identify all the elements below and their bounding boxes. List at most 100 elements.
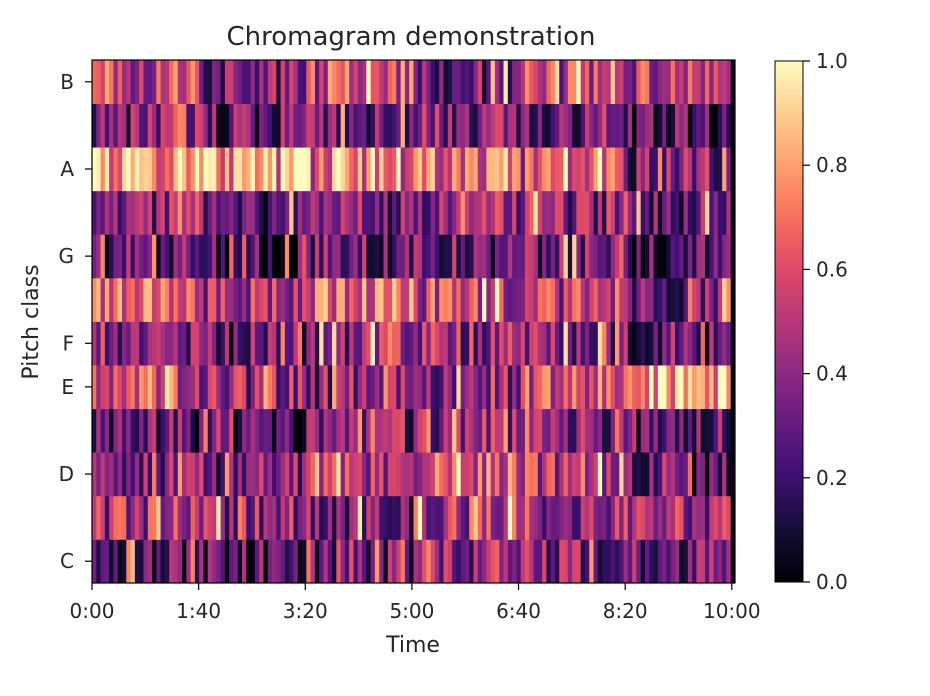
heatmap-cell [327,452,333,497]
heatmap-cell [327,539,333,584]
heatmap-cell [704,60,710,104]
heatmap-cell [297,103,303,148]
heatmap-cell [683,539,689,584]
heatmap-cell [362,277,367,322]
heatmap-cell [417,452,423,497]
heatmap-cell [572,277,577,322]
heatmap-cell [199,539,204,584]
heatmap-cell [713,60,719,104]
heatmap-cell [692,234,697,279]
heatmap-cell [92,234,97,279]
heatmap-cell [194,277,200,322]
heatmap-cell [589,365,594,410]
heatmap-cell [280,365,286,410]
heatmap-cell [353,103,359,148]
heatmap-cell [606,147,612,192]
heatmap-cell [293,321,299,366]
heatmap-cell [713,277,719,322]
heatmap-cell [469,277,474,322]
heatmap-cell [644,277,650,322]
heatmap-cell [537,277,543,322]
heatmap-cell [272,321,277,366]
heatmap-cell [589,452,594,497]
heatmap-cell [117,190,123,235]
heatmap-cell [297,495,303,540]
heatmap-cell [700,103,706,148]
heatmap-cell [580,103,586,148]
heatmap-cell [589,408,594,453]
heatmap-cell [520,539,526,584]
heatmap-cell [584,321,590,366]
heatmap-cell [306,539,312,584]
heatmap-cell [490,539,496,584]
heatmap-cell [164,365,170,410]
heatmap-cell [314,190,320,235]
heatmap-cell [404,103,410,148]
heatmap-cell [636,495,642,540]
heatmap-cell [439,60,444,104]
heatmap-cell [164,539,170,584]
heatmap-cell [109,190,114,235]
heatmap-cell [606,495,612,540]
heatmap-cell [614,277,620,322]
heatmap-cell [537,321,543,366]
heatmap-cell [653,190,659,235]
heatmap-cell [212,147,217,192]
heatmap-cell [216,539,221,584]
heatmap-cell [122,495,127,540]
heatmap-cell [606,234,612,279]
heatmap-cell [550,277,556,322]
heatmap-cell [216,60,221,104]
heatmap-cell [460,147,466,192]
heatmap-cell [306,147,312,192]
heatmap-cell [430,190,436,235]
heatmap-cell [319,234,324,279]
heatmap-cell [422,495,427,540]
heatmap-cell [306,60,312,104]
heatmap-cell [92,452,97,497]
heatmap-cell [722,103,727,148]
y-tick-label: F [62,331,74,355]
heatmap-cell [246,452,252,497]
heatmap-cell [254,103,260,148]
heatmap-cell [683,365,689,410]
heatmap-cell [126,147,131,192]
heatmap-cell [182,103,187,148]
heatmap-cell [109,147,114,192]
heatmap-cell [96,147,101,192]
heatmap-cell [143,190,149,235]
heatmap-cell [469,539,474,584]
heatmap-cell [602,452,607,497]
heatmap-cell [644,539,650,584]
heatmap-cell [224,539,230,584]
heatmap-cell [679,539,684,584]
heatmap-cell [704,539,710,584]
heatmap-cell [460,190,466,235]
heatmap-cell [186,452,191,497]
heatmap-cell [293,365,299,410]
heatmap-cell [559,60,564,104]
heatmap-cell [567,103,573,148]
heatmap-cell [516,103,522,148]
heatmap-cell [426,60,432,104]
heatmap-cell [362,408,367,453]
heatmap-cell [404,234,410,279]
heatmap-cell [632,365,637,410]
heatmap-cell [469,190,474,235]
heatmap-cell [199,60,204,104]
heatmap-cell [207,190,213,235]
heatmap-cell [293,234,299,279]
heatmap-cell [644,495,650,540]
heatmap-cell [422,365,427,410]
heatmap-cell [670,277,676,322]
heatmap-cell [679,147,684,192]
heatmap-cell [572,365,577,410]
heatmap-cell [704,452,710,497]
heatmap-cell [584,147,590,192]
heatmap-cell [644,234,650,279]
heatmap-cell [92,60,97,104]
colorbar-tick-label: 1.0 [816,49,848,73]
heatmap-cell [134,103,140,148]
heatmap-cell [194,321,200,366]
heatmap-cell [147,190,153,235]
